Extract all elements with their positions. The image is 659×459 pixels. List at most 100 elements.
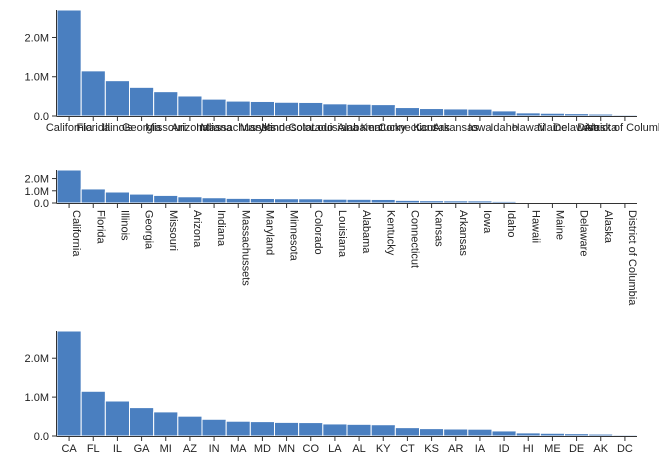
x-tick-label: Georgia [122, 122, 162, 134]
x-tick-label: Massachussets [239, 210, 251, 286]
bar-DC [612, 434, 638, 437]
bar-AL [346, 423, 372, 437]
bar-Georgia [129, 193, 155, 204]
bar-Minnesota [274, 101, 300, 117]
bar-Alaska [588, 113, 614, 117]
x-tick-label: KY [376, 443, 391, 455]
x-tick-label: MD [254, 443, 271, 455]
bar-HI [515, 432, 541, 437]
bar-LA [322, 423, 348, 437]
bar-California [56, 169, 82, 204]
bar-Illinois [104, 191, 131, 204]
y-tick-label: 2.0M [25, 32, 49, 44]
x-tick-label: GA [134, 443, 151, 455]
bar-MI [153, 411, 179, 437]
x-tick-label: Georgia [143, 210, 155, 250]
x-tick-label: Delaware [553, 122, 599, 134]
x-tick-label: Maryland [263, 210, 275, 255]
bar-chart-state-names-overlapping: 0.0 1.0M 2.0M CaliforniaFloridaIllinoisGeor… [25, 9, 659, 134]
x-tick-label: DC [617, 443, 633, 455]
x-tick-label: IL [113, 443, 122, 455]
y-tick-label: 2.0M [25, 174, 49, 186]
bar-Iowa [467, 108, 493, 117]
bar-Delaware [564, 201, 590, 204]
x-tick-label: Connecticut [408, 210, 420, 268]
bar-Hawaii [515, 201, 541, 204]
x-tick-label: KS [424, 443, 439, 455]
x-tick-label: District of Columbia [626, 210, 638, 306]
bar-Louisiana [322, 103, 348, 117]
x-tick-label: Alaska [602, 210, 614, 244]
x-tick-label: IA [475, 443, 486, 455]
x-tick-label: Louisiana [311, 122, 359, 134]
x-tick-label: Arizona [171, 122, 209, 134]
x-tick-label: Connecticut [378, 122, 436, 134]
x-tick-label: ID [499, 443, 510, 455]
x-tick-label: DE [569, 443, 584, 455]
bar-DE [564, 433, 590, 437]
x-tick-label: Maine [553, 210, 565, 240]
bar-chart-state-abbreviations: 0.0 1.0M 2.0M CA FL IL GA MI AZ IN MA MD MN CO LA AL KY C… [25, 330, 638, 455]
bar-Alabama [346, 103, 372, 117]
x-tick-label: Hawaii [512, 122, 545, 134]
x-tick-label: Alaska [584, 122, 618, 134]
x-tick-label: AK [593, 443, 608, 455]
bar-IA [467, 428, 493, 437]
bar-MA [225, 420, 251, 437]
bar-Kansas [419, 200, 445, 204]
x-tick-label: Maryland [240, 122, 285, 134]
bar-Kentucky [370, 198, 396, 204]
x-tick-label: AL [352, 443, 365, 455]
bar-Arizona [177, 95, 203, 117]
x-tick-label: Kentucky [384, 210, 396, 256]
bar-Colorado [298, 198, 324, 204]
x-tick-label: Minnesota [288, 210, 300, 262]
x-tick-label: Maine [537, 122, 567, 134]
x-tick-label: Arkansas [433, 122, 479, 134]
x-tick-label: Hawaii [529, 210, 541, 243]
x-tick-label: HI [523, 443, 534, 455]
bar-Indiana [201, 197, 227, 204]
x-tick-label: Iowa [481, 210, 493, 234]
x-tick-label: Missouri [145, 122, 186, 134]
bar-Florida [80, 188, 106, 204]
bar-Massachussets [225, 100, 251, 117]
x-tick-label: CO [303, 443, 320, 455]
y-tick-label: 1.0M [25, 72, 49, 84]
bar-Connecticut [394, 199, 420, 204]
bar-Delaware [564, 113, 590, 117]
bar-Alabama [346, 198, 372, 204]
x-tick-label: Florida [94, 210, 106, 245]
bar-Maryland [249, 197, 276, 204]
x-tick-label: Alabama [337, 122, 381, 134]
x-tick-label: Indiana [196, 122, 233, 134]
bar-CA [56, 330, 82, 437]
bar-Massachussets [225, 197, 251, 204]
x-tick-label: Colorado [288, 122, 333, 134]
bar-KS [419, 428, 445, 437]
x-tick-label: MA [230, 443, 247, 455]
bar-Idaho [491, 200, 517, 204]
y-tick-label: 2.0M [25, 353, 49, 365]
x-tick-label: MI [160, 443, 172, 455]
bar-Indiana [201, 98, 227, 117]
x-tick-label: Iowa [468, 122, 492, 134]
bar-Minnesota [274, 198, 300, 204]
bar-Alaska [588, 201, 614, 204]
bar-Arizona [177, 196, 203, 204]
x-tick-label: Kansas [433, 210, 445, 247]
bar-Kentucky [370, 104, 396, 117]
y-tick-label: 0.0 [34, 198, 49, 210]
bar-Arkansas [443, 200, 469, 204]
bar-KY [370, 424, 396, 437]
x-tick-label: Florida [76, 122, 111, 134]
x-tick-label: California [46, 122, 93, 134]
x-tick-label: District of Columbia [577, 122, 659, 134]
bar-ME [539, 432, 566, 437]
x-tick-label: AZ [183, 443, 197, 455]
bar-Maine [539, 112, 566, 117]
x-tick-label: Arizona [191, 210, 203, 248]
x-tick-label: Minnesota [261, 122, 313, 134]
y-tick-label: 0.0 [34, 431, 49, 443]
